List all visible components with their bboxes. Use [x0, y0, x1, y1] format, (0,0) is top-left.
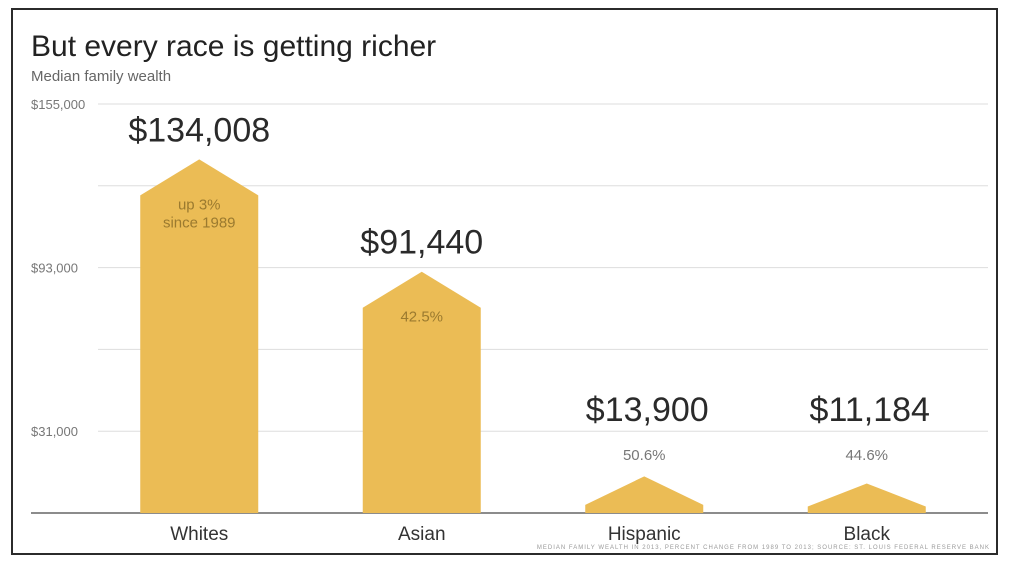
- value-label: $11,184: [810, 391, 930, 429]
- x-tick-label: Asian: [398, 524, 446, 545]
- value-label: $91,440: [360, 224, 483, 262]
- bar-whites: [140, 159, 259, 514]
- chart-title: But every race is getting richer: [31, 30, 437, 63]
- bar-black: [807, 483, 926, 513]
- change-label: since 1989: [163, 214, 236, 231]
- x-tick-label: Hispanic: [608, 524, 681, 545]
- change-label: up 3%: [178, 196, 221, 213]
- value-label: $134,008: [128, 111, 270, 149]
- bar-asian: [362, 271, 481, 513]
- y-tick-label: $31,000: [31, 424, 78, 439]
- value-label: $13,900: [586, 391, 709, 429]
- chart-subtitle: Median family wealth: [31, 68, 172, 85]
- change-label: 42.5%: [400, 309, 443, 326]
- change-label: 50.6%: [623, 447, 666, 464]
- bar-hispanic: [585, 476, 704, 513]
- chart-frame: But every race is getting richer Median …: [11, 8, 998, 555]
- y-tick-label: $155,000: [31, 97, 85, 112]
- bar-chart: $155,000 $93,000 $31,000 Whites $134,008 up 3…: [31, 97, 988, 545]
- x-tick-label: Whites: [170, 524, 228, 545]
- chart-footnote: Median family wealth in 2013, percent ch…: [536, 545, 990, 551]
- y-tick-label: $93,000: [31, 261, 78, 276]
- x-tick-label: Black: [844, 524, 891, 545]
- change-label: 44.6%: [845, 447, 888, 464]
